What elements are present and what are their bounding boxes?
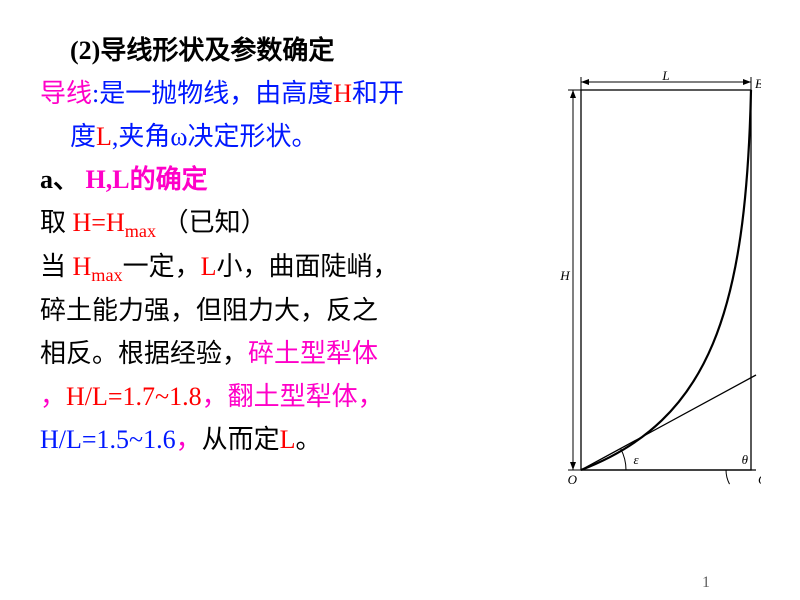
diagram-column: L Hε θ O B Cl — [542, 30, 770, 590]
text-line: 取 H=Hmax （已知） — [40, 202, 532, 246]
text-span: max — [91, 265, 122, 285]
section-title: (2)导线形状及参数确定 — [70, 30, 532, 73]
text-span: 碎土能力强，但阻力大，反之 — [40, 296, 378, 325]
page-root: (2)导线形状及参数确定 导线:是一抛物线，由高度H和开度L,夹角ω决定形状。a… — [0, 0, 800, 600]
text-span: （已知） — [156, 208, 267, 237]
text-span: 一定， — [123, 252, 201, 281]
text-span: 导线 — [40, 79, 92, 108]
text-line: 相反。根据经验，碎土型犁体 — [40, 333, 532, 376]
text-span: H — [73, 252, 92, 281]
text-span: 和开 — [352, 79, 404, 108]
text-span: H=H — [73, 208, 125, 237]
text-span: H/L=1.7~1.8 — [66, 382, 202, 411]
text-span: 取 — [40, 208, 73, 237]
text-span: a、 — [40, 165, 79, 194]
text-span: 小，曲面陡峭， — [217, 252, 399, 281]
text-line: 碎土能力强，但阻力大，反之 — [40, 290, 532, 333]
svg-text:O: O — [568, 472, 578, 487]
text-span: L — [201, 252, 217, 281]
text-span: 。 — [296, 425, 322, 454]
guide-curve-diagram: L Hε θ O B Cl — [551, 70, 761, 520]
text-line: 当 Hmax一定，L小，曲面陡峭， — [40, 246, 532, 290]
page-number: 1 — [702, 574, 710, 592]
body-text: 导线:是一抛物线，由高度H和开度L,夹角ω决定形状。a、 H,L的确定取 H=H… — [40, 73, 532, 462]
text-span: ,夹角ω决定形状。 — [112, 122, 318, 151]
svg-text:H: H — [559, 268, 570, 283]
text-line: a、 H,L的确定 — [40, 159, 532, 202]
text-span: L — [96, 122, 112, 151]
svg-text:ε: ε — [633, 452, 639, 467]
text-span: 翻土型犁体， — [228, 382, 384, 411]
svg-text:L: L — [661, 70, 669, 83]
text-line: H/L=1.5~1.6，从而定L。 — [40, 419, 532, 462]
text-span: 相反。根据经验， — [40, 339, 248, 368]
text-span: 碎土型犁体 — [248, 339, 378, 368]
text-span: 的确定 — [130, 165, 208, 194]
text-span: ， — [176, 425, 202, 454]
text-span: 度 — [70, 122, 96, 151]
text-span: H — [333, 79, 352, 108]
svg-text:B: B — [755, 76, 761, 91]
text-line: ，H/L=1.7~1.8，翻土型犁体， — [40, 376, 532, 419]
text-span: L — [280, 425, 296, 454]
svg-text:θ: θ — [742, 452, 749, 467]
text-span: H/L=1.5~1.6 — [40, 425, 176, 454]
text-column: (2)导线形状及参数确定 导线:是一抛物线，由高度H和开度L,夹角ω决定形状。a… — [40, 30, 542, 590]
text-span: 当 — [40, 252, 73, 281]
svg-text:Cl: Cl — [758, 472, 761, 487]
text-span: ， — [40, 382, 66, 411]
content-row: (2)导线形状及参数确定 导线:是一抛物线，由高度H和开度L,夹角ω决定形状。a… — [40, 30, 770, 590]
text-span: 从而定 — [202, 425, 280, 454]
text-line: 导线:是一抛物线，由高度H和开 — [40, 73, 532, 116]
text-span: H,L — [79, 165, 130, 194]
text-span: max — [125, 221, 156, 241]
text-span: ， — [202, 382, 228, 411]
text-span: :是一抛物线，由高度 — [92, 79, 333, 108]
text-line: 度L,夹角ω决定形状。 — [70, 116, 532, 159]
